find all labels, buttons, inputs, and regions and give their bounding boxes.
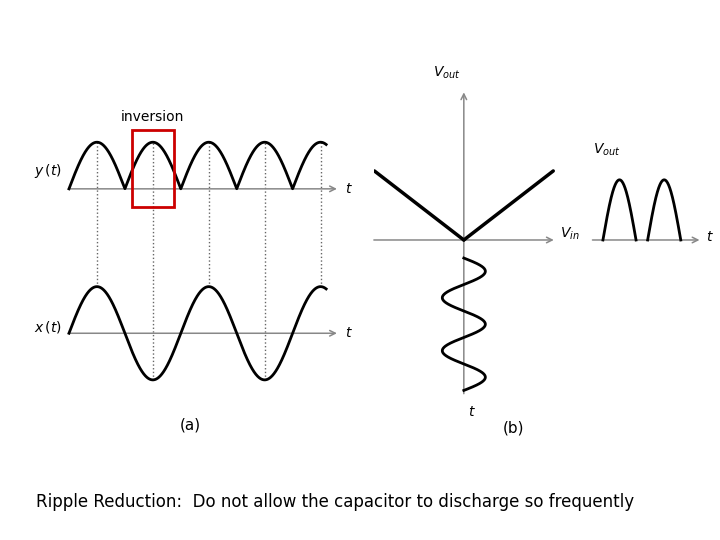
Text: $x\,(t)$: $x\,(t)$ [35,319,62,335]
Text: $t$: $t$ [345,182,353,196]
Text: $y\,(t)$: $y\,(t)$ [35,162,62,180]
Text: $t$: $t$ [345,326,353,340]
Text: $t$: $t$ [706,230,714,244]
Text: $V_{in}$: $V_{in}$ [560,226,580,242]
Text: (b): (b) [503,421,524,436]
Text: (a): (a) [180,417,202,433]
Text: $V_{out}$: $V_{out}$ [433,64,461,80]
Text: inversion: inversion [121,110,184,124]
Text: $V_{out}$: $V_{out}$ [593,141,621,158]
Text: $t$: $t$ [468,406,476,420]
Text: Ripple Reduction:  Do not allow the capacitor to discharge so frequently: Ripple Reduction: Do not allow the capac… [36,493,634,511]
Bar [132,130,174,207]
